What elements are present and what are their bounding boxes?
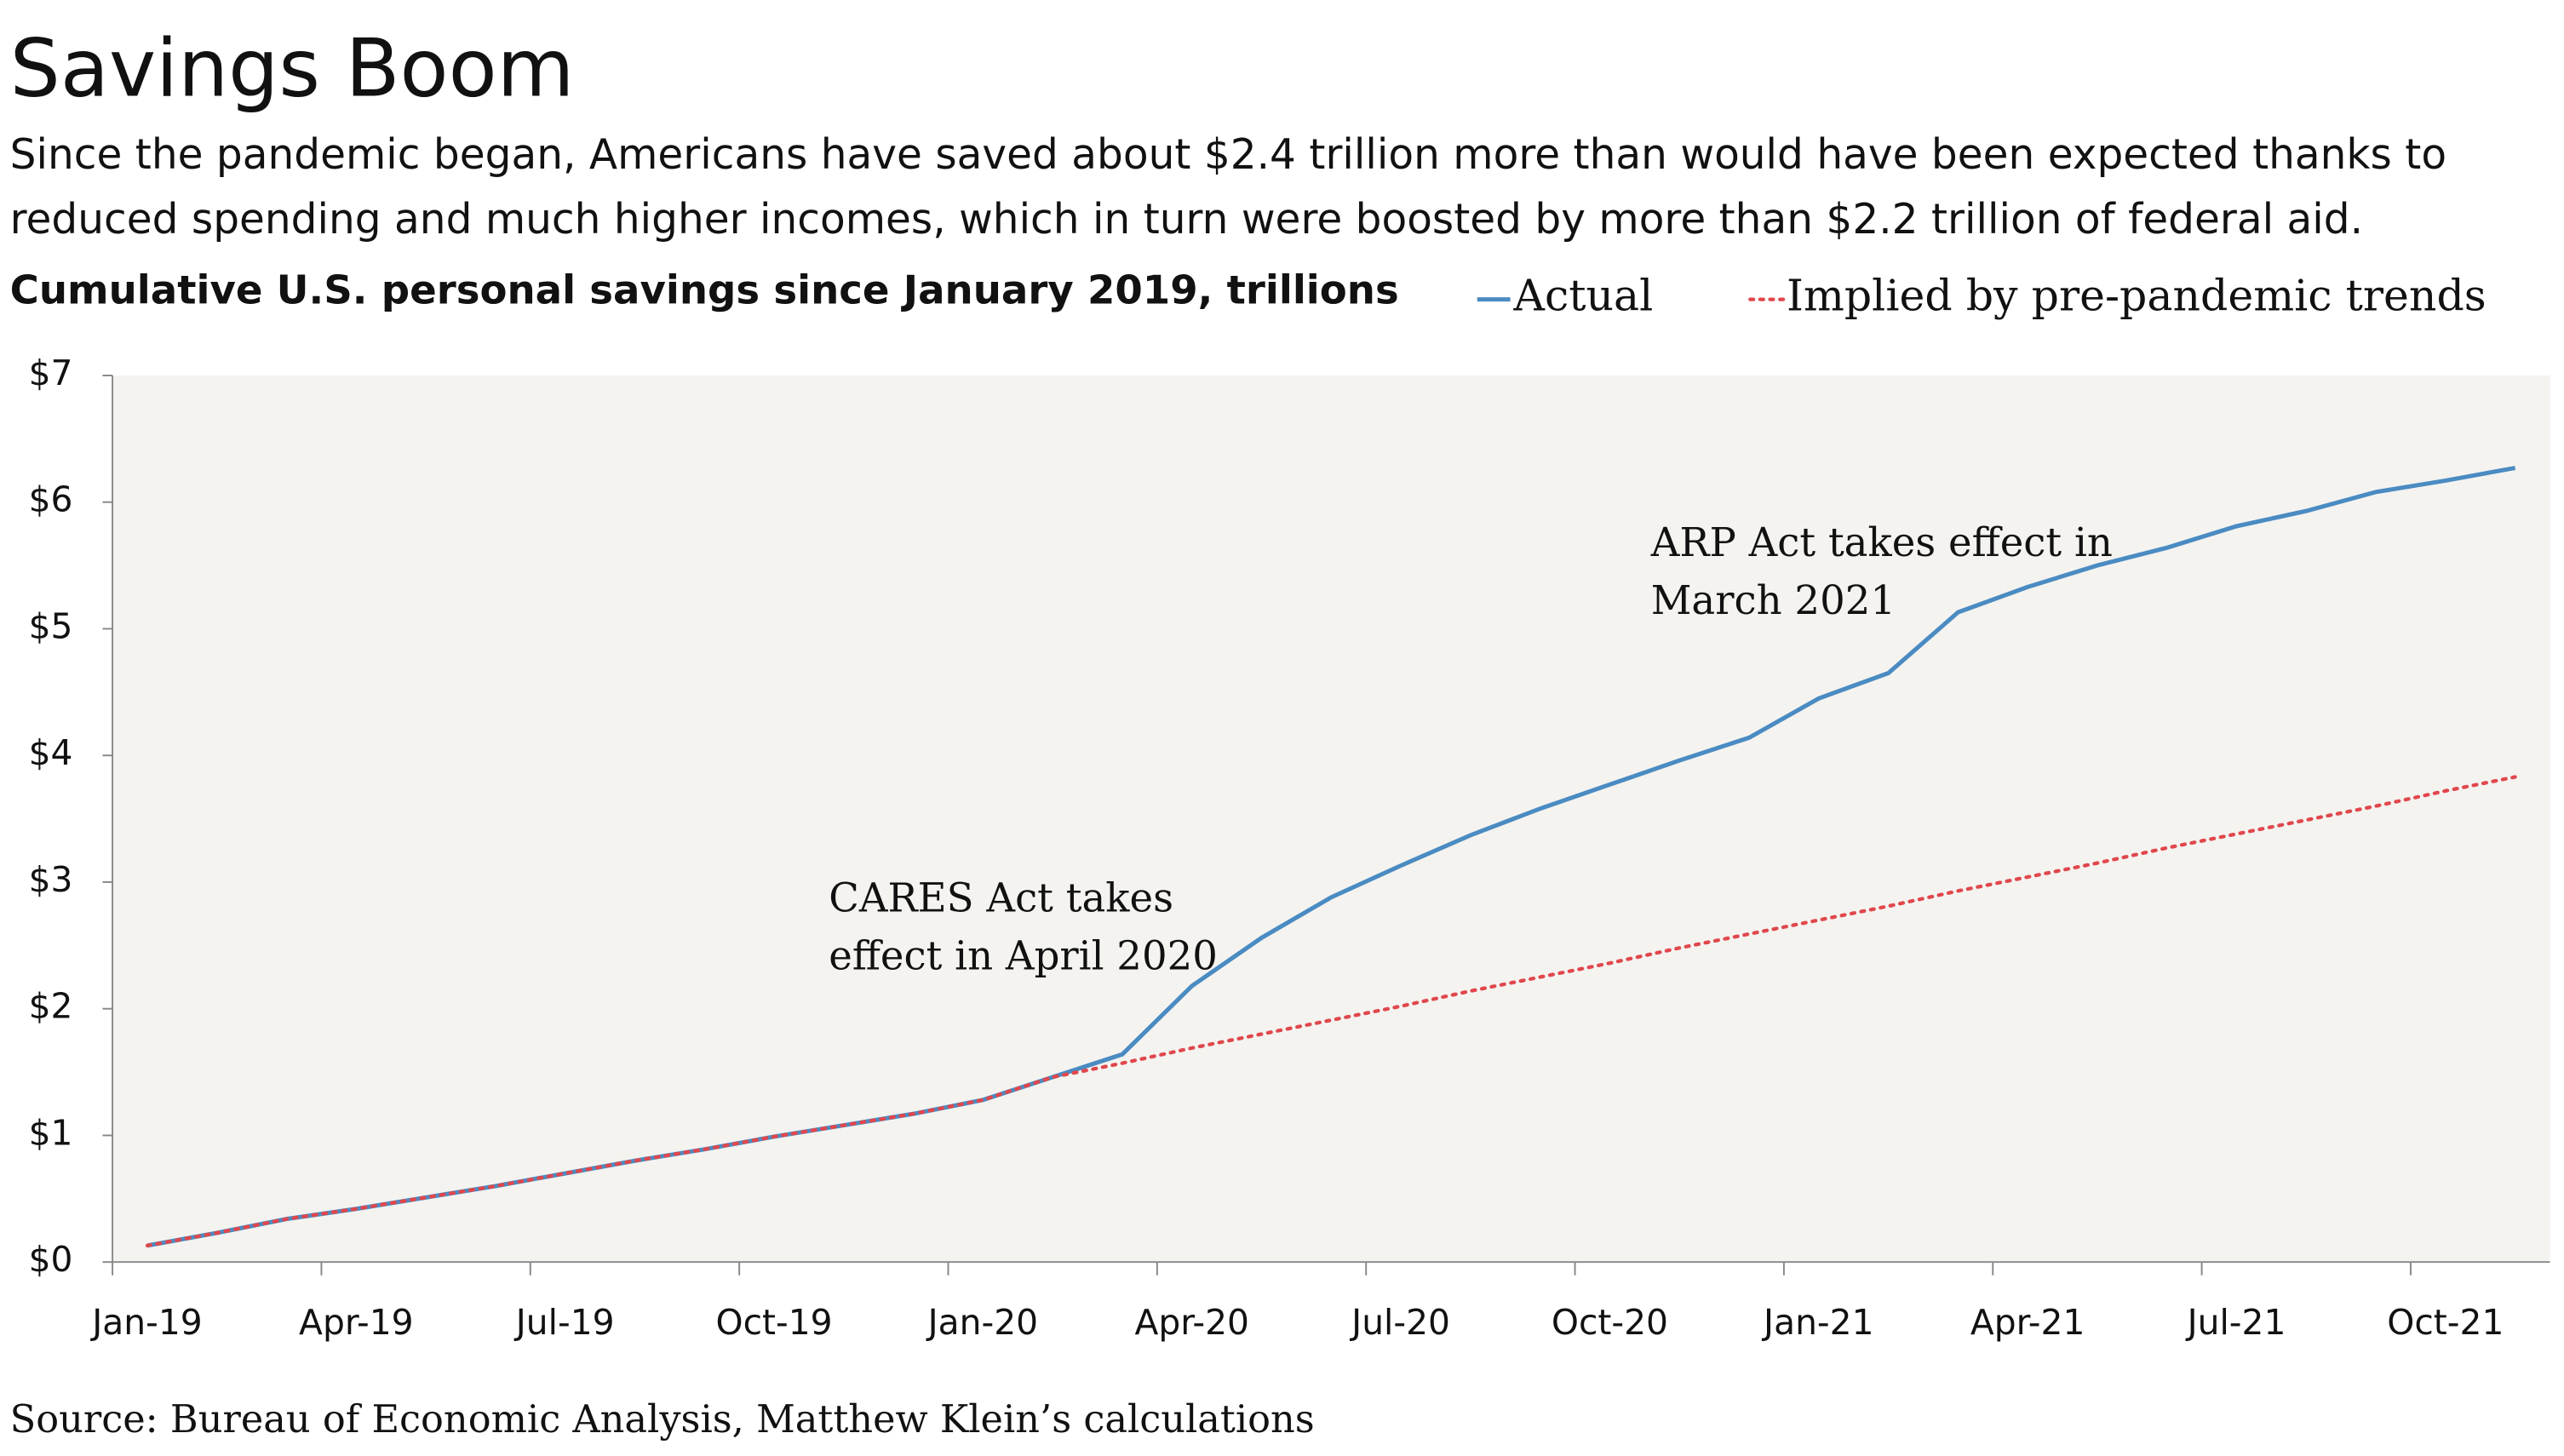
x-tick-label: Oct-19 (715, 1302, 832, 1343)
x-tick-label: Jan-19 (89, 1302, 202, 1343)
x-tick-label: Apr-21 (1970, 1302, 2085, 1343)
y-tick-label: $5 (29, 605, 73, 646)
x-tick-label: Jan-20 (926, 1302, 1038, 1343)
title: Savings Boom (9, 23, 575, 116)
subtitle: Since the pandemic began, Americans have… (9, 130, 2447, 244)
legend-label: Actual (1512, 271, 1653, 321)
y-tick-label: $7 (29, 353, 73, 393)
x-tick-label: Oct-20 (1552, 1302, 1668, 1343)
annotation: CARES Act takes (829, 875, 1173, 921)
legend-label: Implied by pre-pandemic trends (1787, 271, 2487, 321)
y-tick-label: $0 (29, 1239, 73, 1280)
x-tick-label: Apr-20 (1134, 1302, 1249, 1343)
x-tick-label: Jul-19 (513, 1302, 615, 1343)
x-tick-label: Jul-20 (1349, 1302, 1450, 1343)
y-tick-label: $6 (29, 479, 73, 520)
source: Source: Bureau of Economic Analysis, Mat… (10, 1397, 1315, 1442)
annotation: effect in April 2020 (829, 933, 1218, 979)
y-tick-label: $1 (29, 1112, 73, 1153)
y-tick-label: $2 (29, 986, 73, 1027)
series-line (145, 775, 2517, 1248)
annotation: March 2021 (1651, 577, 1896, 623)
chart-title: Cumulative U.S. personal savings since J… (10, 267, 1399, 312)
x-tick-label: Apr-19 (299, 1302, 414, 1343)
x-tick-label: Oct-21 (2387, 1302, 2504, 1343)
y-tick-label: $4 (29, 732, 73, 773)
annotation: ARP Act takes effect in (1650, 519, 2113, 565)
y-tick-label: $3 (29, 859, 73, 900)
plot-background (112, 375, 2550, 1263)
x-tick-label: Jan-21 (1761, 1302, 1873, 1343)
x-tick-label: Jul-21 (2185, 1302, 2286, 1343)
